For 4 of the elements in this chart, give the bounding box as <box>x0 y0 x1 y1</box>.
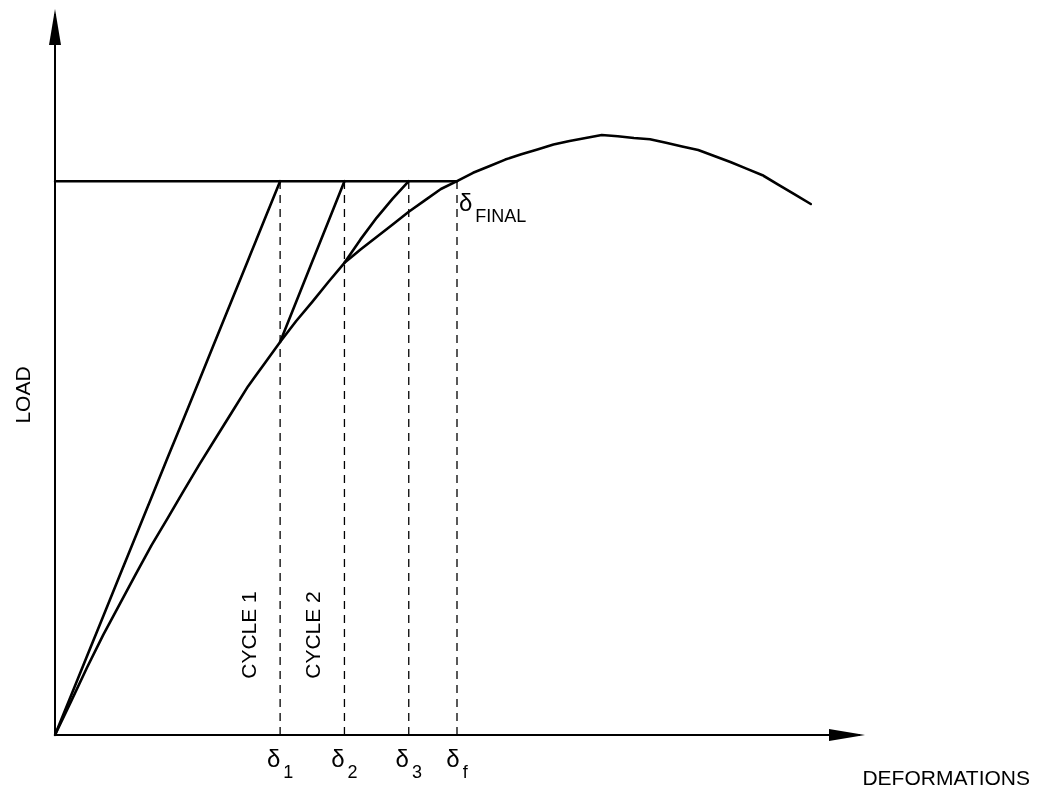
annotation: CYCLE 1 <box>237 591 261 679</box>
x-axis-title: DEFORMATIONS <box>862 766 1031 789</box>
annotation: CYCLE 2 <box>301 591 325 679</box>
y-axis-title: LOAD <box>11 366 34 424</box>
